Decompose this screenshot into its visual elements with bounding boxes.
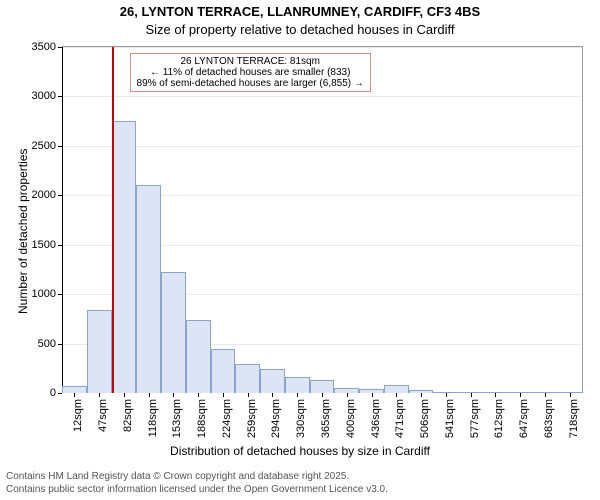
y-tick: 2500 xyxy=(32,140,62,152)
bar xyxy=(112,121,137,393)
bar xyxy=(87,310,112,393)
chart-title: 26, LYNTON TERRACE, LLANRUMNEY, CARDIFF,… xyxy=(0,4,600,19)
x-tick: 118sqm xyxy=(147,399,159,437)
x-tick: 400sqm xyxy=(345,399,357,438)
x-tick-mark xyxy=(198,393,199,397)
x-tick: 330sqm xyxy=(295,399,307,438)
x-tick-mark xyxy=(173,393,174,397)
x-tick-mark xyxy=(471,393,472,397)
bar xyxy=(310,380,335,393)
y-tick: 3000 xyxy=(32,90,62,102)
x-tick-mark xyxy=(570,393,571,397)
bar xyxy=(136,185,161,393)
x-tick: 647sqm xyxy=(518,399,530,438)
info-line-0: 26 LYNTON TERRACE: 81sqm xyxy=(137,56,364,67)
bar xyxy=(211,349,236,393)
x-tick: 718sqm xyxy=(568,399,580,438)
x-tick-mark xyxy=(74,393,75,397)
x-tick-mark xyxy=(297,393,298,397)
x-tick-mark xyxy=(446,393,447,397)
x-tick: 224sqm xyxy=(221,399,233,438)
x-axis-label: Distribution of detached houses by size … xyxy=(0,444,600,458)
y-axis-label: Number of detached properties xyxy=(16,149,30,314)
y-tick: 500 xyxy=(38,338,62,350)
y-tick: 1500 xyxy=(32,239,62,251)
x-tick: 612sqm xyxy=(493,399,505,438)
x-tick-mark xyxy=(545,393,546,397)
x-tick-mark xyxy=(347,393,348,397)
y-axis xyxy=(62,47,63,393)
x-tick: 436sqm xyxy=(370,399,382,438)
bar xyxy=(285,377,310,393)
bar xyxy=(235,364,260,393)
x-tick: 577sqm xyxy=(469,399,481,438)
x-tick: 153sqm xyxy=(171,399,183,438)
chart-subtitle: Size of property relative to detached ho… xyxy=(0,22,600,37)
gridline xyxy=(62,146,582,147)
plot-area: 26 LYNTON TERRACE: 81sqm ← 11% of detach… xyxy=(62,46,583,393)
footer-line-0: Contains HM Land Registry data © Crown c… xyxy=(6,471,388,484)
bar xyxy=(186,320,211,393)
y-tick: 0 xyxy=(50,387,62,399)
x-tick-mark xyxy=(99,393,100,397)
bar xyxy=(260,369,285,393)
x-tick-mark xyxy=(322,393,323,397)
x-tick: 47sqm xyxy=(97,399,109,432)
gridline xyxy=(62,47,582,48)
x-tick: 259sqm xyxy=(246,399,258,438)
x-tick: 541sqm xyxy=(444,399,456,438)
x-tick: 294sqm xyxy=(270,399,282,438)
bar xyxy=(384,385,409,393)
info-box: 26 LYNTON TERRACE: 81sqm ← 11% of detach… xyxy=(130,53,371,92)
y-tick: 1000 xyxy=(32,288,62,300)
x-tick-mark xyxy=(248,393,249,397)
bar xyxy=(161,272,186,393)
footer: Contains HM Land Registry data © Crown c… xyxy=(6,471,388,496)
y-tick: 3500 xyxy=(32,41,62,53)
x-tick: 12sqm xyxy=(72,399,84,432)
chart-container: { "title": "26, LYNTON TERRACE, LLANRUMN… xyxy=(0,0,600,500)
bar xyxy=(62,386,87,393)
x-tick-mark xyxy=(396,393,397,397)
x-tick: 365sqm xyxy=(320,399,332,438)
info-line-2: 89% of semi-detached houses are larger (… xyxy=(137,78,364,89)
x-tick-mark xyxy=(520,393,521,397)
x-tick-mark xyxy=(372,393,373,397)
y-tick: 2000 xyxy=(32,189,62,201)
x-tick: 506sqm xyxy=(419,399,431,438)
x-tick: 683sqm xyxy=(543,399,555,438)
x-tick-mark xyxy=(223,393,224,397)
x-tick-mark xyxy=(149,393,150,397)
footer-line-1: Contains public sector information licen… xyxy=(6,484,388,497)
gridline xyxy=(62,96,582,97)
x-tick-mark xyxy=(272,393,273,397)
highlight-marker xyxy=(112,47,114,393)
x-tick-mark xyxy=(495,393,496,397)
x-tick: 471sqm xyxy=(394,399,406,438)
info-line-1: ← 11% of detached houses are smaller (83… xyxy=(137,67,364,78)
x-tick: 82sqm xyxy=(122,399,134,432)
x-tick-mark xyxy=(124,393,125,397)
x-tick: 188sqm xyxy=(196,399,208,438)
x-tick-mark xyxy=(421,393,422,397)
